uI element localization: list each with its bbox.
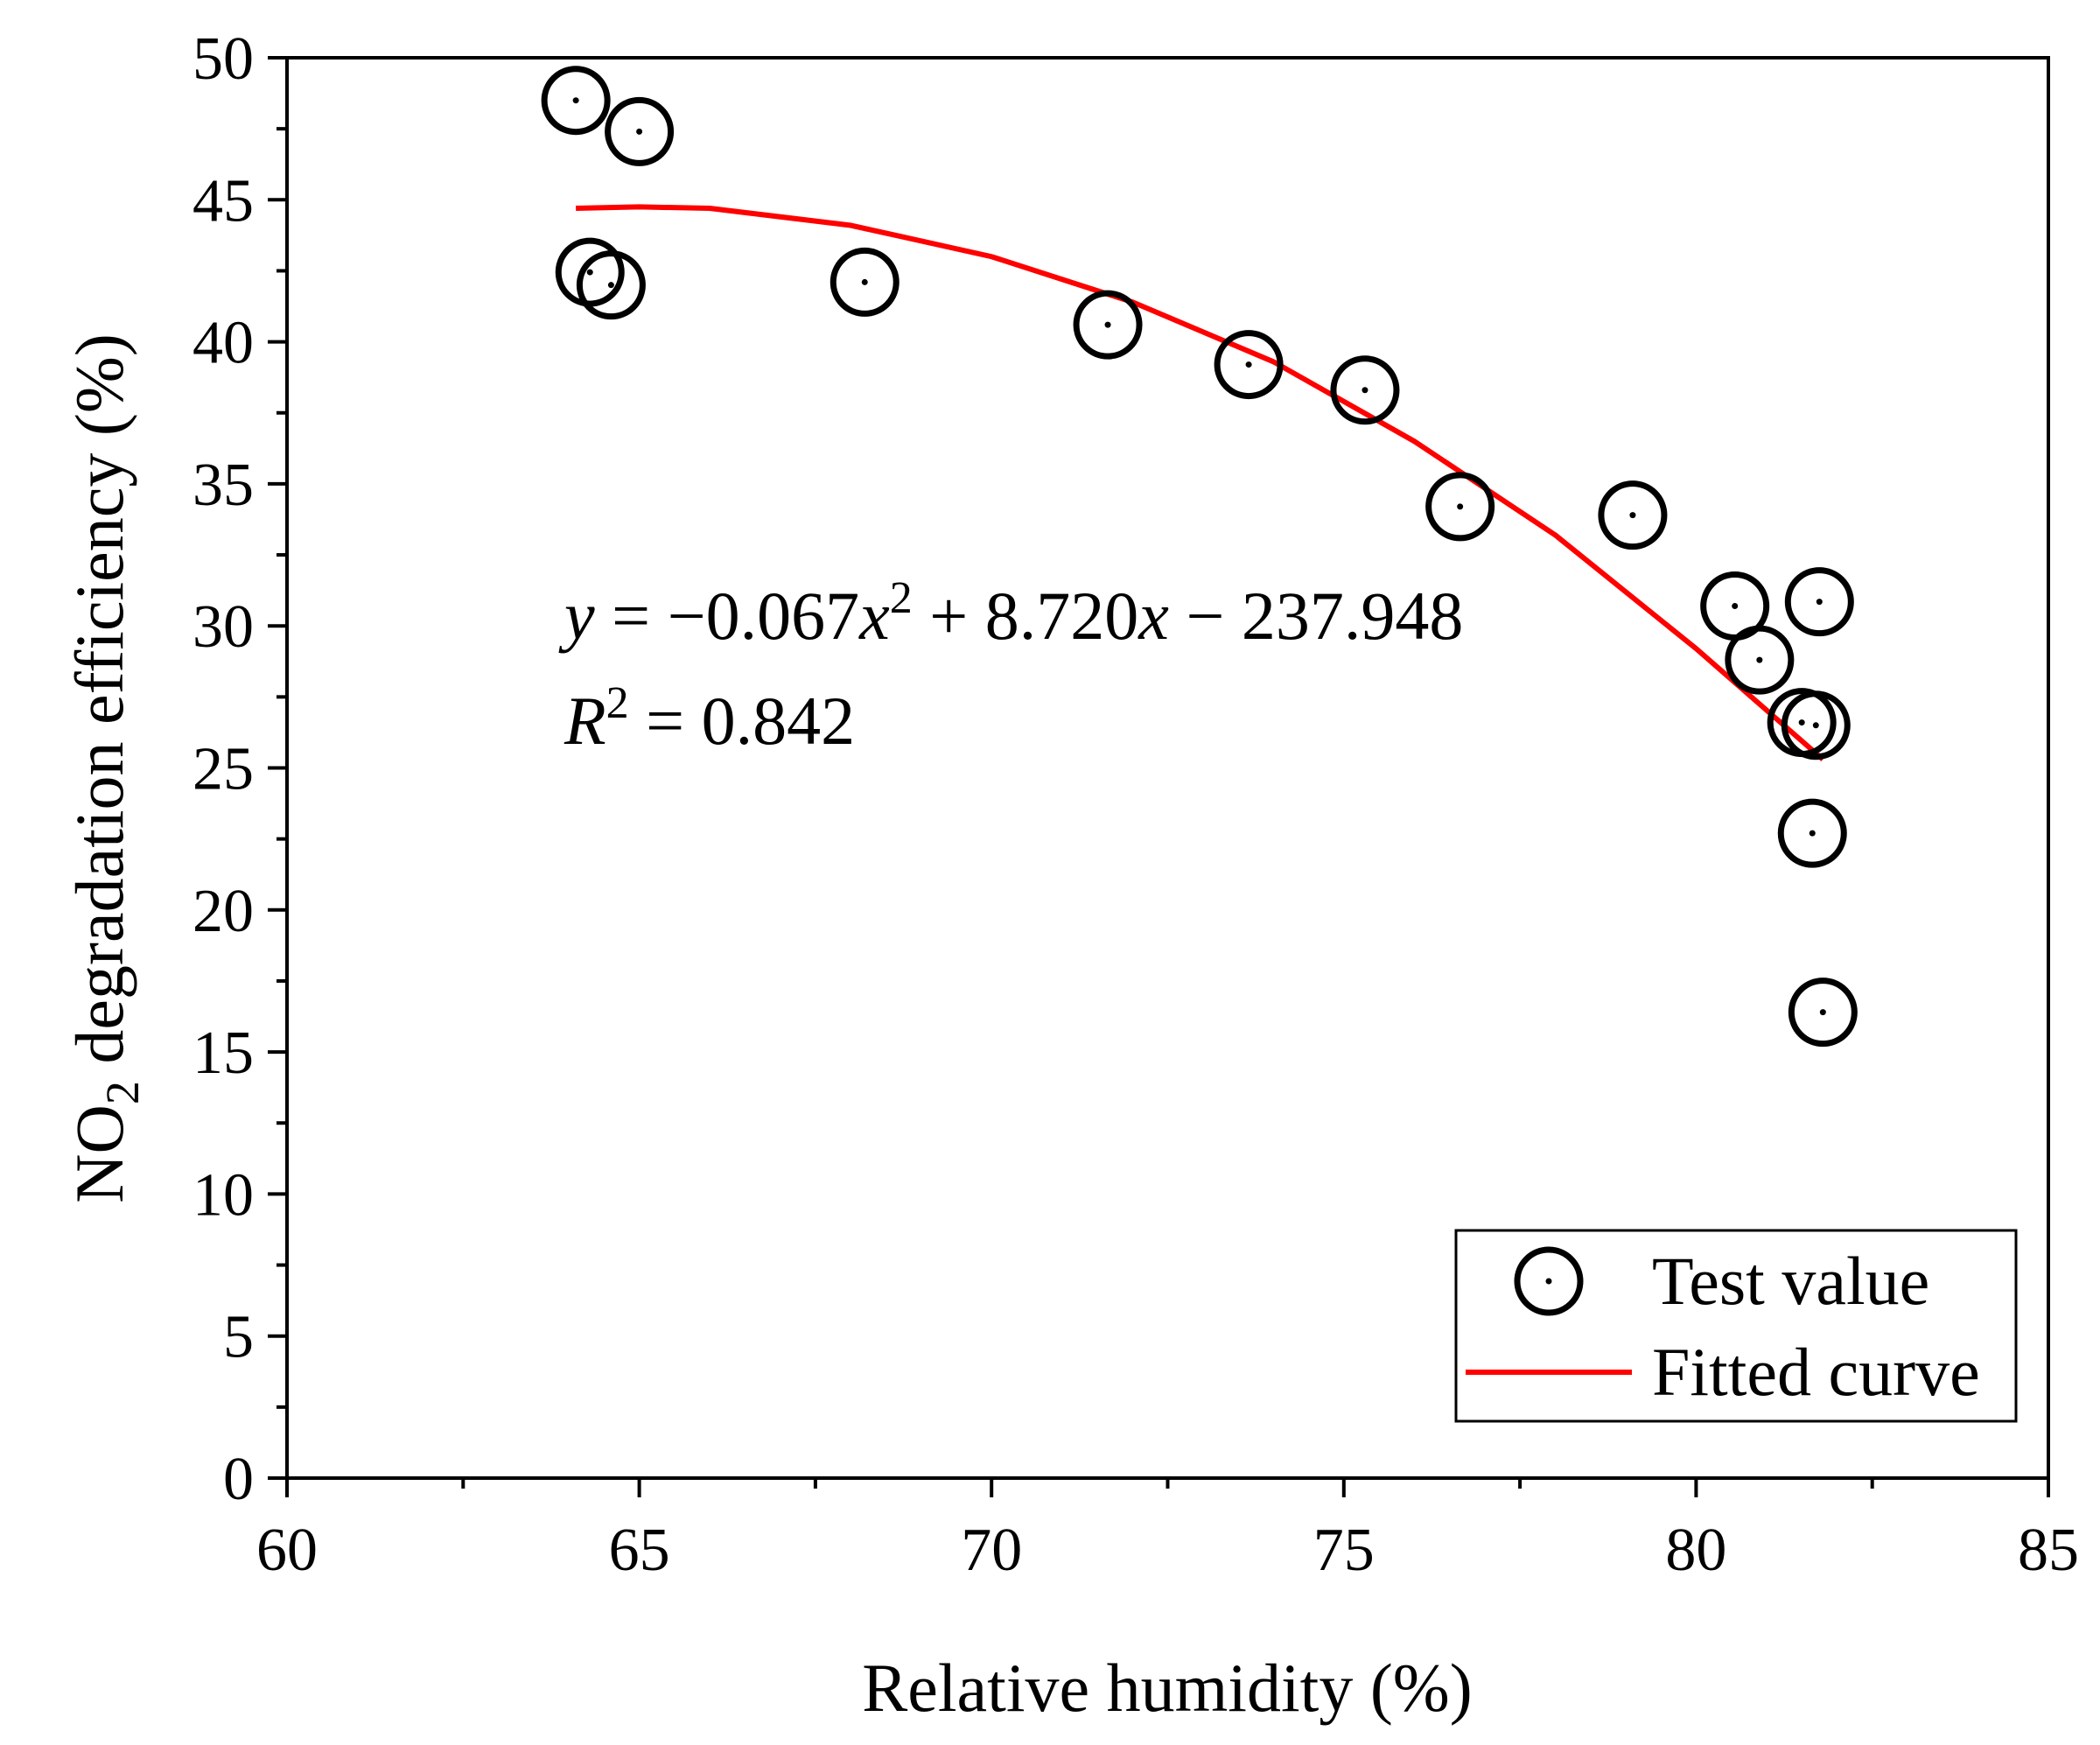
test-value-point (1781, 690, 1851, 760)
point-center (1457, 503, 1464, 510)
point-ring (1784, 567, 1854, 637)
point-center (861, 278, 868, 285)
x-tick-label: 85 (2018, 1517, 2079, 1584)
x-tick-label: 75 (1313, 1517, 1375, 1584)
test-value-point (576, 250, 646, 320)
point-center (636, 128, 643, 135)
y-tick-label: 50 (192, 25, 254, 93)
point-center (586, 269, 593, 276)
point-center (1245, 361, 1252, 368)
y-tick-label: 5 (223, 1304, 254, 1371)
point-ring (1598, 480, 1668, 550)
test-value-point (1425, 472, 1495, 542)
test-value-point (1330, 355, 1400, 425)
point-center (572, 97, 579, 104)
test-value-point (1784, 567, 1854, 637)
point-center (1732, 602, 1739, 609)
y-tick-label: 40 (192, 310, 254, 377)
legend-fitted-curve: Fitted curve (1652, 1334, 1980, 1410)
y-tick-label: 45 (192, 167, 254, 235)
point-ring (576, 250, 646, 320)
point-ring (605, 96, 675, 166)
point-ring (1725, 625, 1795, 695)
r-squared: R2 = 0.842 (564, 678, 855, 759)
y-tick-label: 30 (192, 593, 254, 661)
fit-equation: y = −0.067x2 + 8.720x − 237.948 (558, 573, 1463, 654)
test-value-point (1788, 978, 1858, 1048)
point-ring (1777, 798, 1847, 868)
test-value-point (830, 247, 900, 317)
test-value-point (541, 66, 611, 136)
x-tick-label: 60 (256, 1517, 318, 1584)
y-tick-label: 35 (192, 452, 254, 519)
y-tick-label: 25 (192, 736, 254, 803)
y-tick-label: 15 (192, 1020, 254, 1087)
point-center (1362, 387, 1368, 394)
point-ring (1781, 690, 1851, 760)
legend-test-value: Test value (1652, 1243, 1929, 1319)
legend: Test value Fitted curve (1454, 1229, 2018, 1423)
x-tick-label: 65 (609, 1517, 670, 1584)
test-value-point (1073, 290, 1143, 360)
x-tick-label: 70 (961, 1517, 1022, 1584)
point-ring (1330, 355, 1400, 425)
test-value-point (1598, 480, 1668, 550)
point-center (1798, 719, 1805, 726)
test-value-point (1214, 330, 1284, 400)
legend-circle-marker-icon (1514, 1246, 1584, 1316)
test-value-point (555, 237, 625, 307)
point-ring (555, 237, 625, 307)
point-center (1812, 722, 1819, 729)
point-ring (541, 66, 611, 136)
point-ring (1073, 290, 1143, 360)
point-center (1816, 599, 1823, 606)
point-ring (1788, 978, 1858, 1048)
x-tick-label: 80 (1665, 1517, 1726, 1584)
point-ring (1214, 330, 1284, 400)
point-ring (830, 247, 900, 317)
point-center (1819, 1009, 1826, 1016)
test-value-point (605, 96, 675, 166)
y-axis-label: NO2 degradation efficiency (%) (61, 333, 149, 1203)
y-tick-label: 0 (223, 1446, 254, 1513)
point-center (1756, 656, 1763, 663)
test-value-point (1777, 798, 1847, 868)
point-center (1629, 512, 1636, 519)
point-center (1809, 830, 1816, 837)
x-axis-label: Relative humidity (%) (862, 1650, 1473, 1726)
y-tick-label: 20 (192, 878, 254, 945)
y-tick-label: 10 (192, 1161, 254, 1229)
point-ring (1425, 472, 1495, 542)
test-value-point (1725, 625, 1795, 695)
point-center (1104, 321, 1111, 328)
point-center (607, 282, 614, 289)
